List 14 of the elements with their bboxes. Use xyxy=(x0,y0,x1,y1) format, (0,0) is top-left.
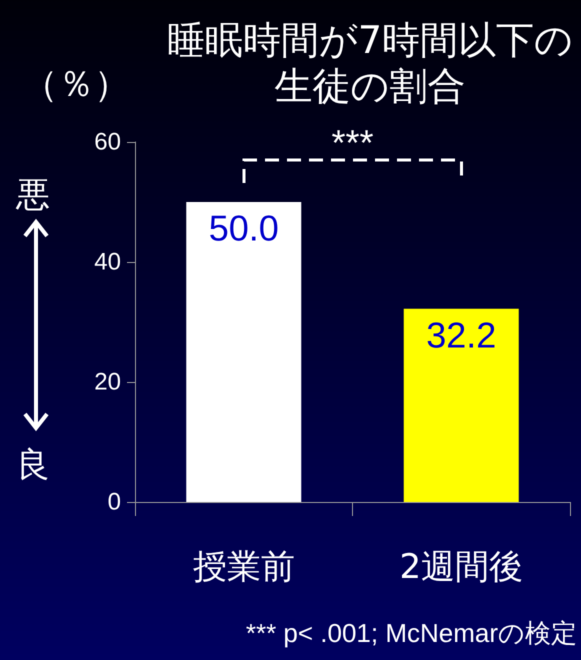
x-tick-label: 2週間後 xyxy=(399,547,524,587)
text: *** p< .001; McNemarの検定 xyxy=(246,617,577,650)
chart-title: 睡眠時間が7時間以下の生徒の割合 xyxy=(166,18,574,108)
y-tick-label: 20 xyxy=(94,368,121,396)
text: 良 xyxy=(16,444,50,487)
y-axis-title: （％） xyxy=(22,63,130,107)
y-tick-label: 0 xyxy=(108,488,121,516)
data-label: 50.0 xyxy=(208,208,279,248)
annotation: *** xyxy=(330,122,375,164)
text: 悪 xyxy=(16,174,50,217)
y-tick-label: 60 xyxy=(94,128,121,156)
x-tick-label: 授業前 xyxy=(192,547,295,587)
data-label: 32.2 xyxy=(426,314,496,356)
y-tick-label: 40 xyxy=(94,248,121,276)
